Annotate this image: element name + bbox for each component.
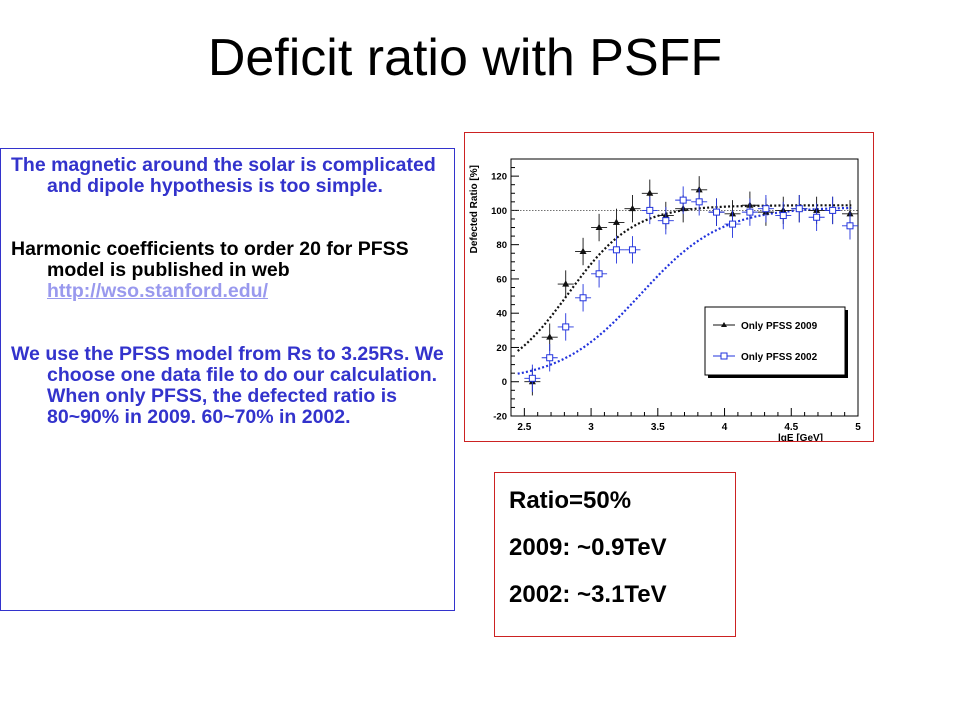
chart-frame: 2.5 3 3.5 4 4.5 5 -20 0 20 40 60 80 100 120 lgE [GeV] D… bbox=[464, 132, 874, 442]
data-point-2009 bbox=[546, 333, 554, 340]
y-axis-label: Defected Ratio [%] bbox=[469, 165, 480, 253]
data-point-2002 bbox=[829, 206, 837, 214]
data-point-2002 bbox=[679, 196, 687, 204]
y-tick-label: 120 bbox=[491, 172, 507, 183]
legend-marker-2009 bbox=[721, 322, 727, 327]
x-tick-label: 4.5 bbox=[784, 422, 798, 433]
data-point-2009 bbox=[628, 204, 636, 212]
y-tick-label: 60 bbox=[496, 274, 507, 285]
data-point-2002 bbox=[813, 213, 821, 221]
x-tick-label: 3.5 bbox=[651, 422, 665, 433]
ratio-2009-line: 2009: ~0.9TeV bbox=[509, 534, 667, 561]
paragraph-pfss: We use the PFSS model from Rs to 3.25Rs.… bbox=[11, 343, 444, 428]
data-point-2002 bbox=[579, 294, 587, 302]
x-tick-label: 2.5 bbox=[517, 422, 531, 433]
data-point-2002 bbox=[746, 208, 754, 216]
paragraph-harmonic: Harmonic coefficients to order 20 for PF… bbox=[11, 239, 448, 302]
description-text-box: The magnetic around the solar is complic… bbox=[0, 148, 455, 611]
wso-link[interactable]: http://wso.stanford.edu/ bbox=[47, 280, 268, 302]
data-point-2009 bbox=[646, 189, 654, 196]
data-point-2002 bbox=[762, 205, 770, 213]
data-point-2002 bbox=[528, 374, 536, 382]
data-point-2009 bbox=[562, 280, 570, 287]
x-tick-label: 3 bbox=[588, 422, 594, 433]
data-point-2002 bbox=[546, 354, 554, 362]
paragraph-magnetic: The magnetic around the solar is complic… bbox=[11, 154, 436, 197]
data-point-2002 bbox=[646, 206, 654, 214]
fit-curve-2002 bbox=[517, 206, 852, 375]
ratio-summary-box: Ratio=50% 2009: ~0.9TeV 2002: ~3.1TeV bbox=[494, 472, 736, 637]
data-point-2002 bbox=[595, 270, 603, 278]
data-point-2002 bbox=[662, 217, 670, 225]
y-tick-label: -20 bbox=[493, 412, 507, 423]
data-point-2009 bbox=[595, 223, 603, 231]
data-point-2002 bbox=[779, 212, 787, 220]
data-point-2002 bbox=[846, 222, 854, 230]
x-tick-label: 4 bbox=[722, 422, 728, 433]
legend-marker-2002 bbox=[720, 352, 728, 360]
paragraph-harmonic-text: Harmonic coefficients to order 20 for PF… bbox=[11, 238, 409, 281]
data-point-2002 bbox=[628, 246, 636, 254]
x-axis-label: lgE [GeV] bbox=[778, 433, 823, 441]
legend-label-2002: Only PFSS 2002 bbox=[741, 352, 818, 363]
fit-curve-2009 bbox=[517, 204, 852, 352]
ratio-2002-line: 2002: ~3.1TeV bbox=[509, 581, 667, 608]
data-point-2002 bbox=[695, 198, 703, 206]
data-point-2002 bbox=[729, 220, 737, 228]
x-tick-label: 5 bbox=[855, 422, 861, 433]
slide-title: Deficit ratio with PSFF bbox=[207, 29, 723, 87]
legend-box bbox=[704, 306, 846, 376]
y-tick-label: 80 bbox=[496, 240, 507, 251]
y-tick-label: 20 bbox=[496, 343, 507, 354]
data-point-2009 bbox=[579, 247, 587, 255]
y-tick-label: 100 bbox=[491, 206, 507, 217]
data-point-2002 bbox=[562, 323, 570, 331]
y-tick-label: 0 bbox=[502, 377, 507, 388]
data-point-2002 bbox=[795, 205, 803, 213]
data-point-2002 bbox=[713, 208, 721, 216]
defected-ratio-chart: 2.5 3 3.5 4 4.5 5 -20 0 20 40 60 80 100 120 lgE [GeV] D… bbox=[469, 158, 861, 441]
data-point-2009 bbox=[612, 218, 620, 225]
y-tick-label: 40 bbox=[496, 309, 507, 320]
legend-label-2009: Only PFSS 2009 bbox=[741, 321, 818, 332]
data-point-2002 bbox=[612, 246, 620, 254]
ratio-line: Ratio=50% bbox=[509, 487, 632, 514]
